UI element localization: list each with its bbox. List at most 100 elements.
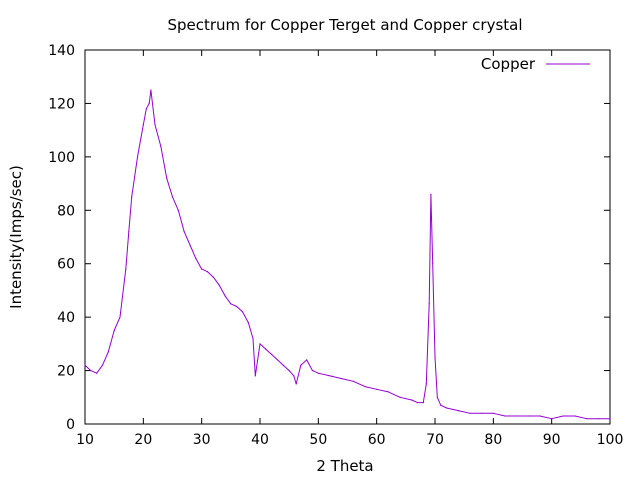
x-tick-label: 20 xyxy=(134,432,152,448)
data-point xyxy=(252,337,254,340)
data-point xyxy=(574,415,576,417)
x-tick-label: 40 xyxy=(251,432,269,448)
data-point xyxy=(352,380,354,382)
data-point xyxy=(428,303,430,305)
legend-label: Copper xyxy=(481,55,536,73)
data-point xyxy=(329,375,331,377)
data-point xyxy=(195,257,197,259)
x-tick-label: 100 xyxy=(597,432,624,448)
x-tick-label: 60 xyxy=(368,432,386,448)
data-point xyxy=(411,399,413,401)
data-point xyxy=(440,404,442,406)
plot-area xyxy=(84,49,611,425)
x-tick-label: 70 xyxy=(426,432,444,448)
data-point xyxy=(317,372,319,374)
data-point xyxy=(224,295,226,297)
y-tick-label: 20 xyxy=(57,364,75,380)
data-point xyxy=(271,353,273,356)
data-point xyxy=(306,359,308,361)
chart-title: Spectrum for Copper Terget and Copper cr… xyxy=(167,16,522,34)
data-point xyxy=(436,396,438,398)
data-point xyxy=(276,359,279,361)
data-point xyxy=(516,415,518,417)
data-point xyxy=(416,402,419,404)
data-point xyxy=(609,418,611,420)
x-tick-label: 10 xyxy=(76,432,94,448)
data-point xyxy=(96,372,98,374)
data-point xyxy=(201,268,203,270)
data-point xyxy=(481,412,483,414)
series-layer xyxy=(84,89,611,420)
data-point xyxy=(265,348,267,350)
data-point xyxy=(183,231,185,233)
data-point xyxy=(586,418,588,420)
data-point xyxy=(119,316,121,318)
data-point xyxy=(504,415,506,417)
data-point xyxy=(212,276,214,278)
data-point xyxy=(160,145,162,147)
data-point xyxy=(218,284,220,286)
data-point xyxy=(206,271,209,273)
y-tick-label: 60 xyxy=(57,257,75,273)
x-tick-label: 90 xyxy=(543,432,561,448)
data-point xyxy=(425,383,427,385)
x-axis: 10 20 30 40 50 60 70 80 90 100 xyxy=(76,50,623,448)
data-point xyxy=(387,391,389,393)
series-line-copper xyxy=(84,89,610,420)
data-point xyxy=(259,343,261,345)
y-tick-label: 0 xyxy=(66,417,75,433)
data-point xyxy=(177,209,179,211)
data-point xyxy=(422,402,424,404)
data-point xyxy=(492,412,494,414)
y-tick-label: 120 xyxy=(48,96,75,112)
data-point xyxy=(107,351,109,353)
data-point xyxy=(125,268,127,270)
y-tick-label: 140 xyxy=(48,43,75,59)
y-tick-label: 80 xyxy=(57,203,75,219)
data-point xyxy=(562,415,564,417)
x-tick-label: 50 xyxy=(309,432,327,448)
data-point xyxy=(341,378,343,380)
data-point xyxy=(295,383,297,385)
data-point xyxy=(446,407,448,409)
data-point xyxy=(166,177,168,179)
data-point xyxy=(293,375,295,377)
data-point xyxy=(254,375,256,377)
y-axis-label: Intensity(Imps/sec) xyxy=(7,165,25,309)
data-point xyxy=(236,305,238,308)
data-point xyxy=(150,89,152,91)
data-point xyxy=(84,364,86,366)
data-point xyxy=(288,370,290,372)
data-point xyxy=(101,364,104,366)
data-point xyxy=(136,156,139,158)
data-point xyxy=(434,356,436,358)
data-point xyxy=(300,364,302,366)
data-point xyxy=(527,415,529,417)
data-point xyxy=(432,263,434,265)
legend: Copper xyxy=(481,55,590,73)
x-axis-label: 2 Theta xyxy=(316,457,373,475)
data-point xyxy=(376,388,378,390)
data-point xyxy=(311,370,314,372)
data-point xyxy=(551,418,553,420)
data-point xyxy=(597,418,599,420)
data-point xyxy=(539,415,541,417)
data-point xyxy=(241,311,244,313)
data-point xyxy=(230,303,232,305)
data-point xyxy=(145,108,147,110)
data-point xyxy=(142,124,144,126)
data-point xyxy=(282,364,284,366)
data-point xyxy=(247,321,249,324)
data-point xyxy=(128,231,130,233)
y-tick-label: 100 xyxy=(48,150,75,166)
data-point xyxy=(148,102,150,104)
data-point xyxy=(90,370,92,372)
y-axis: 0 20 40 60 80 100 120 140 xyxy=(48,43,610,433)
data-point xyxy=(364,386,366,388)
data-point xyxy=(131,196,133,198)
data-point xyxy=(399,396,401,398)
data-point xyxy=(189,244,191,246)
data-point xyxy=(457,410,459,412)
data-point xyxy=(171,196,174,198)
data-point xyxy=(154,124,156,126)
